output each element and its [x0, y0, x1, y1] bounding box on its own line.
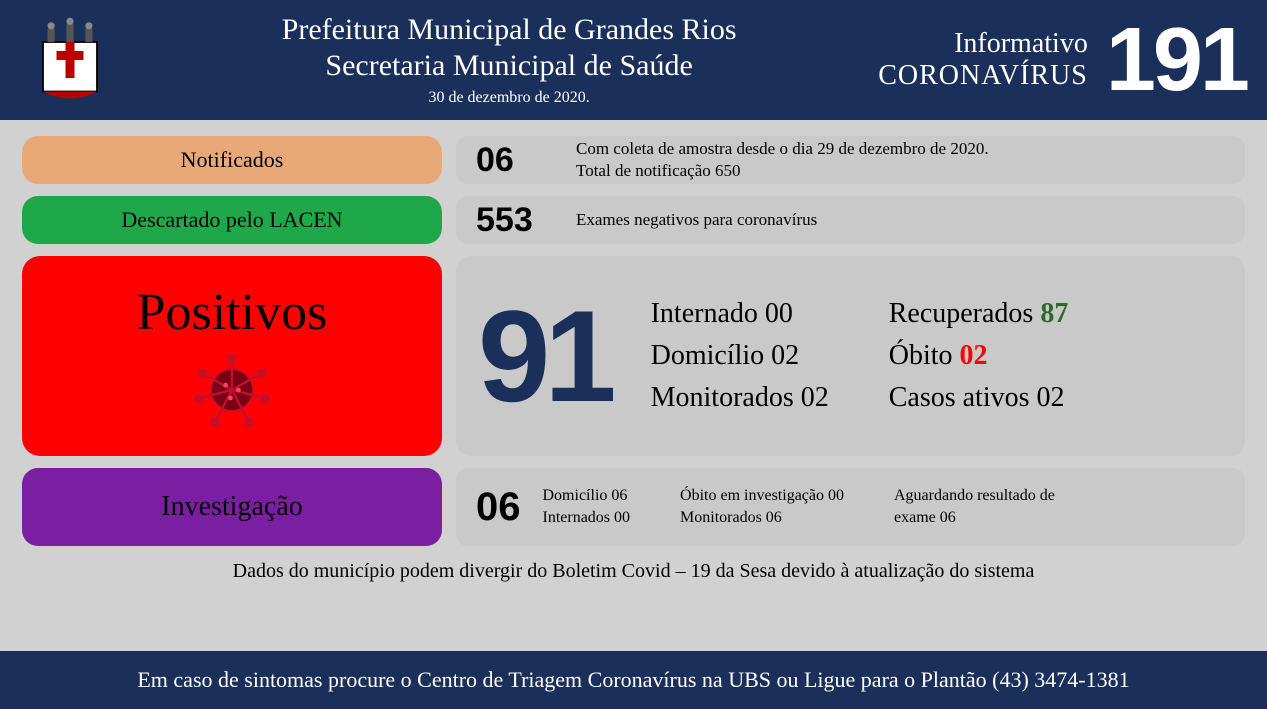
- descartado-info: 553 Exames negativos para coronavírus: [456, 196, 1245, 244]
- inv-aguardando2: exame 06: [894, 509, 1055, 527]
- notificados-info: 06 Com coleta de amostra desde o dia 29 …: [456, 136, 1245, 184]
- investigacao-value: 06: [476, 485, 521, 530]
- municipal-logo: [20, 10, 120, 110]
- recuperados-label: Recuperados: [889, 298, 1034, 329]
- positivos-domicilio: Domicílio 02: [651, 340, 829, 372]
- header-right: Informativo CORONAVÍRUS 191: [878, 15, 1247, 105]
- positivos-recuperados: Recuperados 87: [889, 298, 1069, 330]
- investigacao-label: Investigação: [161, 491, 303, 523]
- inv-obito: Óbito em investigação 00: [680, 487, 844, 505]
- notificados-desc2: Total de notificação 650: [576, 160, 989, 182]
- header-title-2: Secretaria Municipal de Saúde: [140, 49, 878, 83]
- header-date: 30 de dezembro de 2020.: [140, 89, 878, 107]
- header-title-1: Prefeitura Municipal de Grandes Rios: [140, 13, 878, 47]
- content: Notificados 06 Com coleta de amostra des…: [0, 120, 1267, 583]
- header-info-corona: CORONAVÍRUS: [878, 60, 1088, 92]
- header: Prefeitura Municipal de Grandes Rios Sec…: [0, 0, 1267, 120]
- row-positivos: Positivos: [22, 256, 1245, 456]
- descartado-pill: Descartado pelo LACEN: [22, 196, 442, 244]
- positivos-box: Positivos: [22, 256, 442, 456]
- inv-domicilio: Domicílio 06: [543, 487, 631, 505]
- descartado-value: 553: [476, 201, 546, 240]
- notificados-label: Notificados: [181, 147, 284, 173]
- descartado-desc: Exames negativos para coronavírus: [576, 210, 817, 229]
- footer: Em caso de sintomas procure o Centro de …: [0, 651, 1267, 709]
- virus-icon: [192, 350, 272, 430]
- notificados-pill: Notificados: [22, 136, 442, 184]
- descartado-label: Descartado pelo LACEN: [121, 207, 342, 233]
- obito-value: 02: [960, 340, 988, 371]
- obito-label: Óbito: [889, 340, 953, 371]
- positivos-value: 91: [478, 291, 611, 421]
- row-notificados: Notificados 06 Com coleta de amostra des…: [22, 136, 1245, 184]
- investigacao-pill: Investigação: [22, 468, 442, 546]
- positivos-label: Positivos: [137, 283, 328, 342]
- header-info-label: Informativo: [878, 28, 1088, 60]
- row-investigacao: Investigação 06 Domicílio 06 Internados …: [22, 468, 1245, 546]
- positivos-casos-ativos: Casos ativos 02: [889, 382, 1069, 414]
- notificados-value: 06: [476, 141, 546, 180]
- row-descartado: Descartado pelo LACEN 553 Exames negativ…: [22, 196, 1245, 244]
- positivos-obito: Óbito 02: [889, 340, 1069, 372]
- header-titles: Prefeitura Municipal de Grandes Rios Sec…: [140, 13, 878, 107]
- recuperados-value: 87: [1040, 298, 1068, 329]
- positivos-internado: Internado 00: [651, 298, 829, 330]
- inv-aguardando1: Aguardando resultado de: [894, 487, 1055, 505]
- positivos-info: 91 Internado 00 Domicílio 02 Monitorados…: [456, 256, 1245, 456]
- positivos-monitorados: Monitorados 02: [651, 382, 829, 414]
- disclaimer-note: Dados do município podem divergir do Bol…: [22, 560, 1245, 583]
- notificados-desc1: Com coleta de amostra desde o dia 29 de …: [576, 138, 989, 160]
- inv-monitorados: Monitorados 06: [680, 509, 844, 527]
- inv-internados: Internados 00: [543, 509, 631, 527]
- investigacao-info: 06 Domicílio 06 Internados 00 Óbito em i…: [456, 468, 1245, 546]
- bulletin-number: 191: [1106, 15, 1247, 105]
